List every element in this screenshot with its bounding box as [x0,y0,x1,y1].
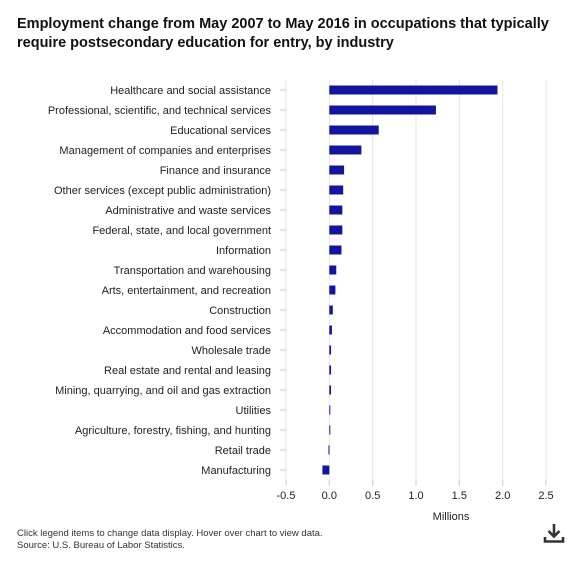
bar[interactable] [322,465,330,475]
bar[interactable] [329,125,379,135]
x-axis-title: Millions [433,511,470,523]
bar[interactable] [329,205,343,215]
category-label: Real estate and rental and leasing [104,365,271,377]
bar[interactable] [329,285,336,295]
x-tick-label: 2.5 [538,490,553,502]
category-label: Management of companies and enterprises [59,145,271,157]
x-tick-label: -0.5 [277,490,296,502]
bar[interactable] [328,445,330,455]
category-label: Information [216,245,271,257]
bar[interactable] [329,305,333,315]
category-label: Utilities [236,405,272,417]
category-label: Mining, quarrying, and oil and gas extra… [55,385,271,397]
category-label: Manufacturing [201,465,271,477]
bar[interactable] [329,325,332,335]
bar[interactable] [329,225,343,235]
bar[interactable] [329,185,344,195]
x-tick-label: 1.0 [408,490,423,502]
gridlines [285,80,547,480]
footer-note: Click legend items to change data displa… [17,528,323,539]
chart-title: Employment change from May 2007 to May 2… [17,16,549,51]
chart-footer: Click legend items to change data displa… [17,528,323,552]
bar[interactable] [329,405,331,415]
category-label: Construction [209,305,271,317]
category-labels: Healthcare and social assistance Professi… [48,85,286,477]
category-label: Retail trade [215,445,271,457]
download-button[interactable] [542,521,566,545]
category-label: Professional, scientific, and technical … [48,105,272,117]
category-label: Arts, entertainment, and recreation [102,285,271,297]
category-label: Transportation and warehousing [114,265,271,277]
bar-chart[interactable]: Healthcare and social assistance Professi… [0,0,587,525]
bar[interactable] [329,385,332,395]
bar[interactable] [329,105,436,115]
category-label: Agriculture, forestry, fishing, and hunt… [75,425,271,437]
category-label: Accommodation and food services [103,325,272,337]
x-tick-label: 1.5 [452,490,467,502]
x-tick-label: 2.0 [495,490,510,502]
bar[interactable] [329,85,498,95]
x-tick-label: 0.0 [322,490,337,502]
bars [322,85,498,475]
category-label: Administrative and waste services [105,205,271,217]
category-label: Other services (except public administra… [54,185,271,197]
bar[interactable] [329,165,345,175]
x-axis: -0.5 0.0 0.5 1.0 1.5 2.0 2.5 [277,480,554,502]
category-label: Wholesale trade [192,345,272,357]
bar[interactable] [329,365,332,375]
footer-source: Source: U.S. Bureau of Labor Statistics. [17,540,185,551]
bar[interactable] [329,145,362,155]
download-icon [543,524,565,543]
bar[interactable] [329,265,337,275]
category-label: Healthcare and social assistance [110,85,271,97]
x-tick-label: 0.5 [365,490,380,502]
bar[interactable] [329,425,331,435]
bar[interactable] [329,245,342,255]
category-label: Federal, state, and local government [92,225,271,237]
category-label: Educational services [170,125,271,137]
category-label: Finance and insurance [160,165,271,177]
bar[interactable] [329,345,332,355]
